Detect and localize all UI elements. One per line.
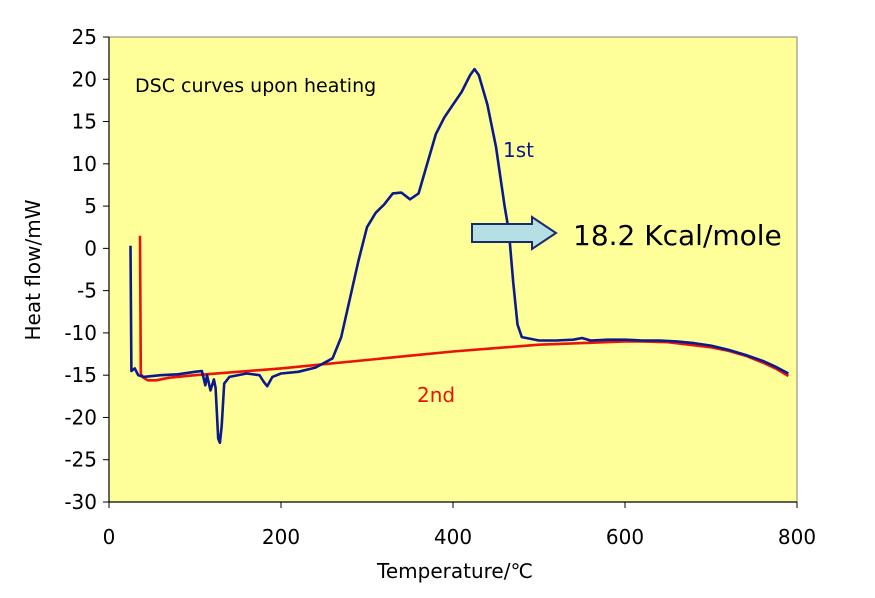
plot-area xyxy=(108,36,798,503)
right-arrow-icon xyxy=(471,215,558,251)
y-tick-label: 15 xyxy=(72,110,97,134)
x-tick-label: 800 xyxy=(778,525,816,549)
y-tick-label: 10 xyxy=(72,152,97,176)
x-tick-label: 400 xyxy=(434,525,472,549)
y-tick-label: -20 xyxy=(64,405,97,429)
y-tick-label: 20 xyxy=(72,67,97,91)
x-tick-label: 600 xyxy=(606,525,644,549)
x-axis-label: Temperature/℃ xyxy=(376,559,533,583)
y-tick-label: -30 xyxy=(64,490,97,514)
x-tick-label: 200 xyxy=(262,525,300,549)
chart-title: DSC curves upon heating xyxy=(135,75,376,97)
series-line-1st xyxy=(129,67,790,445)
y-tick-label: -15 xyxy=(64,363,97,387)
y-tick-label: -25 xyxy=(64,448,97,472)
series-layer xyxy=(129,67,790,445)
series-label-2nd: 2nd xyxy=(417,383,455,407)
enthalpy-annotation: 18.2 Kcal/mole xyxy=(573,219,782,252)
y-tick-label: 0 xyxy=(84,236,97,260)
series-label-1st: 1st xyxy=(503,138,534,162)
y-tick-label: -5 xyxy=(77,279,97,303)
y-axis-label: Heat flow/mW xyxy=(21,199,45,340)
y-tick-label: -10 xyxy=(64,321,97,345)
y-tick-label: 25 xyxy=(72,25,97,49)
y-tick-label: 5 xyxy=(84,194,97,218)
x-tick-label: 0 xyxy=(103,525,116,549)
